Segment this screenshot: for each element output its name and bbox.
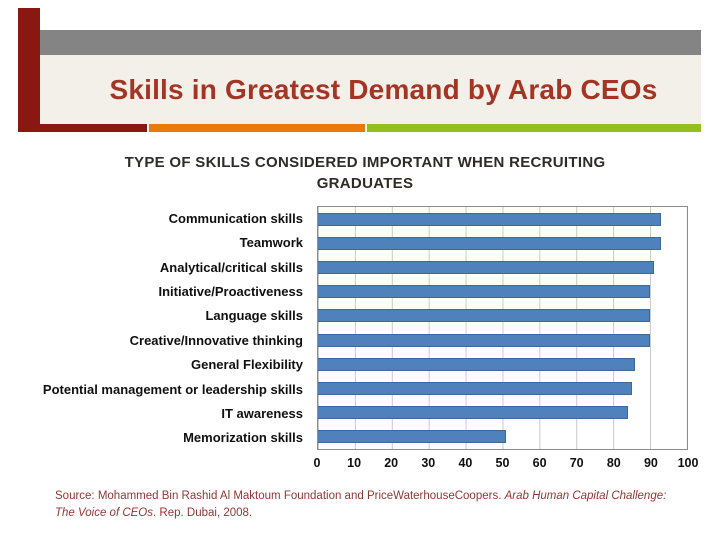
bar-row [318,352,687,376]
bar-row [318,207,687,231]
x-tick-label: 70 [569,456,584,470]
x-tick-label: 30 [421,456,436,470]
category-label: Potential management or leadership skill… [42,381,303,397]
bar-row [318,376,687,400]
chart-title: TYPE OF SKILLS CONSIDERED IMPORTANT WHEN… [95,152,635,194]
bar-row [318,401,687,425]
category-label: Memorization skills [183,430,303,446]
bar [318,333,651,347]
category-label: Initiative/Proactiveness [158,283,303,299]
source-italic-title: Arab Human Capital Challenge: The Voice … [55,490,667,519]
category-label: Creative/Innovative thinking [129,332,303,348]
bar [318,382,632,396]
category-label: Teamwork [239,235,303,251]
source-suffix: . Rep. Dubai, 2008. [153,506,253,519]
x-tick-label: 50 [495,456,510,470]
source-prefix: Source: Mohammed Bin Rashid Al Maktoum F… [55,490,505,502]
bar-row [318,328,687,352]
category-label: IT awareness [221,405,303,421]
plot-area [317,206,688,450]
bar [318,285,651,299]
accent-stripe-orange [149,124,365,132]
chart-title-line-1: TYPE OF SKILLS CONSIDERED IMPORTANT WHEN… [124,154,606,171]
bar [318,236,662,250]
source-citation: Source: Mohammed Bin Rashid Al Maktoum F… [55,488,683,521]
x-tick-label: 10 [347,456,362,470]
x-tick-label: 40 [458,456,473,470]
accent-stripe-green [367,124,701,132]
bar-row [318,255,687,279]
bar [318,357,636,371]
category-label: Communication skills [168,210,303,226]
chart-title-line-2: GRADUATES [316,175,414,192]
bar-row [318,231,687,255]
x-tick-label: 0 [313,456,321,470]
x-tick-label: 20 [384,456,399,470]
x-axis-ticks: 0 10 20 30 40 50 60 70 80 90 100 [313,456,699,472]
top-gray-bar [18,30,701,55]
bar-row [318,304,687,328]
category-label: Language skills [205,308,303,324]
accent-maroon-block [18,8,40,124]
slide-title-band: Skills in Greatest Demand by Arab CEOs [40,55,701,124]
bar [318,406,628,420]
bar-row [318,425,687,449]
accent-stripe-red [18,124,147,132]
category-label: General Flexibility [191,357,303,373]
bar-row [318,280,687,304]
slide-title: Skills in Greatest Demand by Arab CEOs [109,73,658,105]
category-label: Analytical/critical skills [159,259,303,275]
bar [318,430,507,444]
bar [318,309,651,323]
bar [318,261,654,274]
x-tick-label: 80 [606,456,621,470]
x-tick-label: 60 [532,456,547,470]
x-tick-label: 90 [643,456,658,470]
bar [318,212,662,226]
category-labels: Communication skills Teamwork Analytical/c… [20,206,310,450]
x-tick-label: 100 [677,456,699,470]
